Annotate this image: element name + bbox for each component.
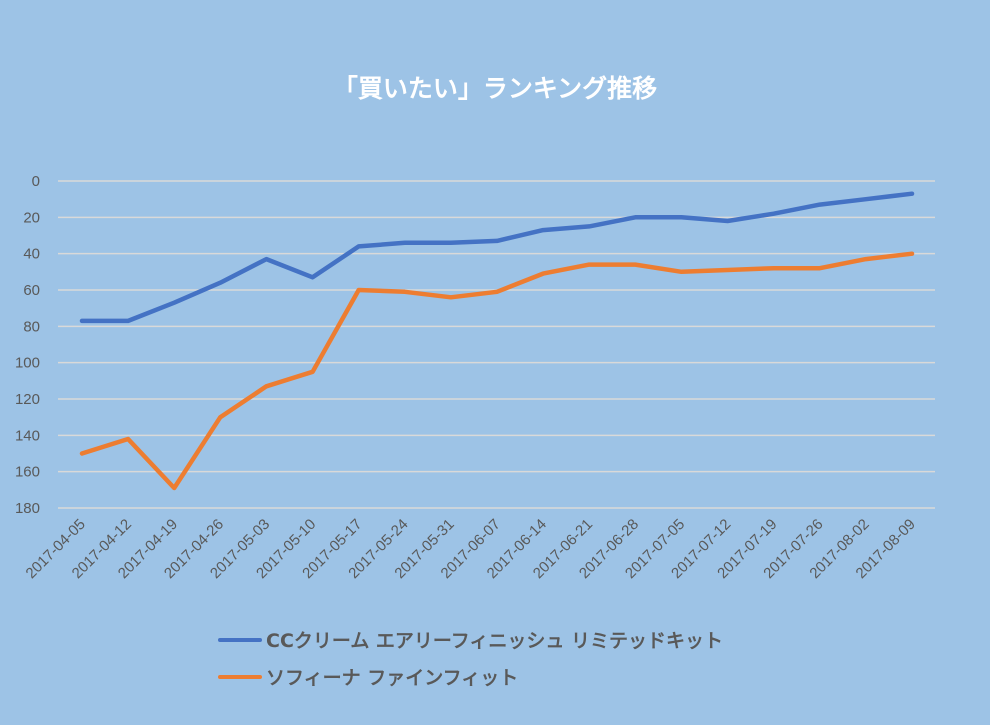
- legend-label-series-1: CCクリーム エアリーフィニッシュ リミテッドキット: [266, 630, 723, 652]
- y-tick-label: 180: [15, 500, 40, 517]
- y-tick-label: 0: [32, 173, 40, 190]
- y-axis-ticks: 0 20 40 60 80 100 120 140 160 180: [15, 173, 40, 517]
- x-axis-ticks: 2017-04-052017-04-122017-04-192017-04-26…: [23, 516, 919, 582]
- y-tick-label: 60: [23, 282, 40, 299]
- y-tick-label: 160: [15, 464, 40, 481]
- y-tick-label: 140: [15, 427, 40, 444]
- series-line-1: [79, 191, 915, 324]
- y-tick-label: 20: [23, 209, 40, 226]
- gridlines: [58, 180, 935, 509]
- legend-label-series-2: ソフィーナ ファインフィット: [266, 667, 518, 689]
- series-lines: [79, 191, 915, 491]
- legend: CCクリーム エアリーフィニッシュ リミテッドキット ソフィーナ ファインフィッ…: [218, 630, 723, 689]
- y-tick-label: 120: [15, 391, 40, 408]
- y-tick-label: 40: [23, 246, 40, 263]
- chart-title: 「買いたい」ランキング推移: [333, 74, 657, 103]
- y-tick-label: 80: [23, 318, 40, 335]
- y-tick-label: 100: [15, 355, 40, 372]
